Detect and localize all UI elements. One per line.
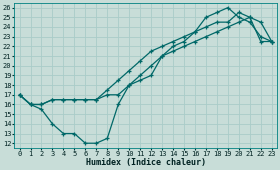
X-axis label: Humidex (Indice chaleur): Humidex (Indice chaleur): [86, 158, 206, 167]
